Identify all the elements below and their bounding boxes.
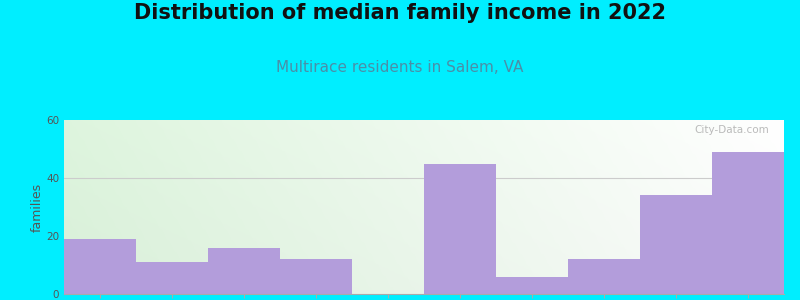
Bar — [640, 195, 712, 294]
Bar — [496, 277, 568, 294]
Bar — [64, 239, 136, 294]
Bar — [568, 259, 640, 294]
Text: Distribution of median family income in 2022: Distribution of median family income in … — [134, 3, 666, 23]
Bar — [712, 152, 784, 294]
Text: Multirace residents in Salem, VA: Multirace residents in Salem, VA — [276, 60, 524, 75]
Bar — [208, 248, 280, 294]
Text: City-Data.com: City-Data.com — [695, 125, 770, 135]
Bar — [280, 259, 352, 294]
Bar — [136, 262, 208, 294]
Y-axis label: families: families — [30, 182, 43, 232]
Bar — [424, 164, 496, 294]
